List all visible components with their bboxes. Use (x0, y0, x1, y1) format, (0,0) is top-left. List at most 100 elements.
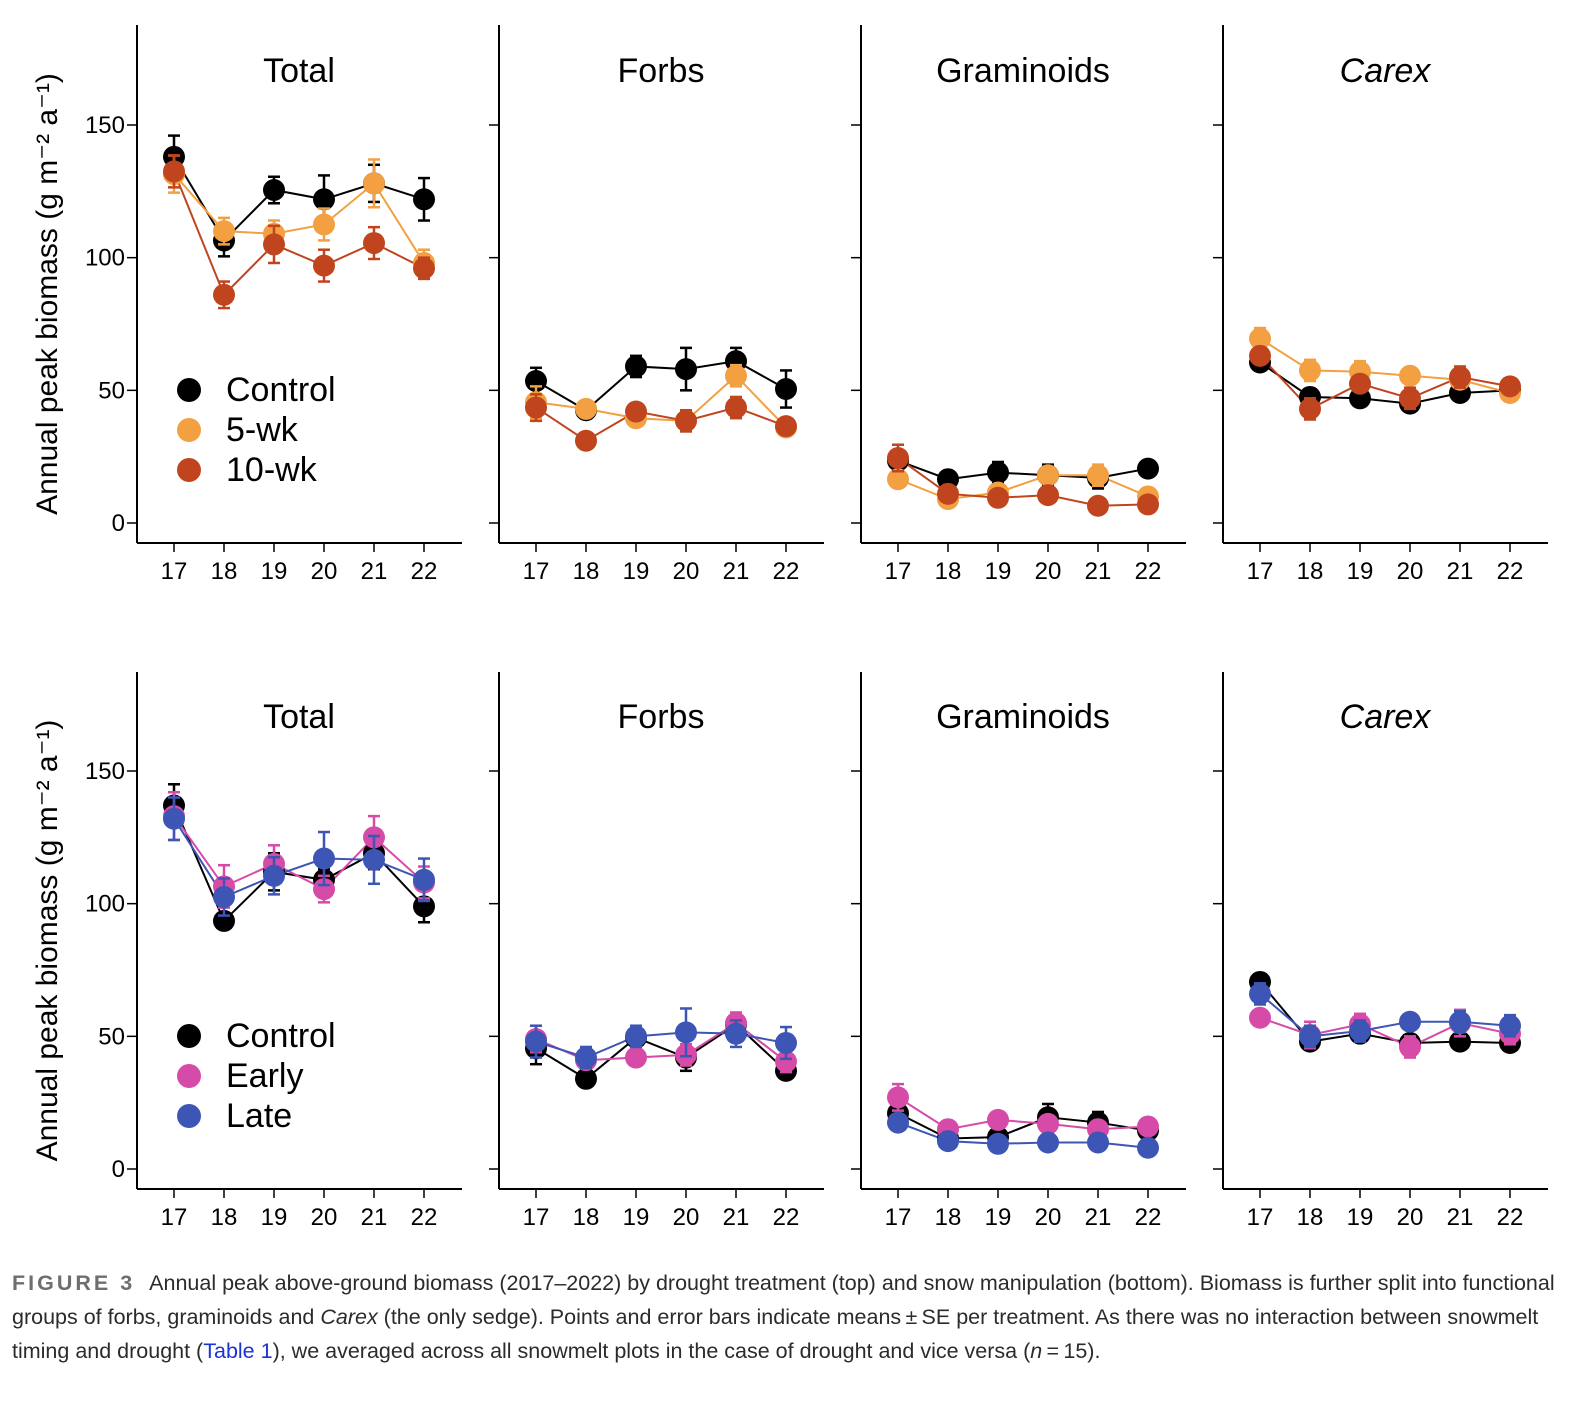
data-point-control (987, 461, 1009, 484)
data-point-late (1399, 1010, 1421, 1033)
y-tick-label: 150 (85, 112, 125, 139)
x-tick-label: 21 (361, 1204, 388, 1231)
y-tick-label: 0 (112, 510, 125, 537)
panel-title: Total (263, 52, 335, 90)
table-1-link[interactable]: Table 1 (203, 1339, 273, 1363)
data-point-late (1449, 1010, 1471, 1033)
panel-bottom-forbs: 17 18 19 20 21 22 Forbs (489, 672, 824, 1231)
series-line-10-wk (535, 406, 787, 442)
x-tick-label: 20 (673, 1204, 700, 1231)
x-tick-label: 19 (985, 1204, 1012, 1231)
x-tick-label: 17 (161, 558, 188, 585)
data-point-late (263, 864, 285, 887)
data-point-10-wk (1399, 387, 1421, 410)
data-point-5-wk (363, 172, 385, 195)
x-tick-label: 18 (935, 1204, 962, 1231)
data-point-5-wk (313, 213, 335, 236)
panel-title: Total (263, 698, 335, 736)
data-point-late (213, 886, 235, 909)
figure-label: FIGURE 3 (12, 1271, 136, 1295)
data-point-5-wk (887, 468, 909, 491)
figure-3-chart: 0 50 100 150 17 18 19 20 21 22 Total Annual peak bi… (31, 25, 1548, 1231)
x-tick-label: 22 (1135, 558, 1162, 585)
x-tick-label: 21 (723, 1204, 750, 1231)
data-point-late (525, 1030, 547, 1053)
panel-title: Graminoids (936, 698, 1110, 736)
legend-marker-control (177, 1024, 201, 1048)
data-point-early (1249, 1006, 1271, 1029)
series-line-control (897, 1112, 1149, 1140)
data-point-early (313, 878, 335, 901)
data-point-10-wk (363, 232, 385, 255)
caption-n-symbol: n (1030, 1339, 1043, 1363)
legend-marker-late (177, 1104, 201, 1128)
x-tick-label: 18 (573, 1204, 600, 1231)
x-tick-label: 18 (935, 558, 962, 585)
legend-label: 5-wk (226, 411, 299, 449)
data-point-5-wk (213, 220, 235, 243)
data-point-early (625, 1046, 647, 1069)
data-point-control (675, 358, 697, 381)
x-tick-label: 20 (673, 558, 700, 585)
data-point-10-wk (987, 486, 1009, 509)
data-point-early (1399, 1035, 1421, 1058)
series-line-control (897, 459, 1149, 481)
x-tick-label: 20 (311, 1204, 338, 1231)
y-axis-label: Annual peak biomass (g m⁻² a⁻¹) (31, 720, 64, 1162)
data-point-late (1499, 1014, 1521, 1037)
data-point-control (263, 179, 285, 202)
series-line-late (173, 818, 425, 899)
data-point-late (1137, 1136, 1159, 1159)
legend-label: Late (226, 1097, 292, 1135)
x-tick-label: 18 (211, 558, 238, 585)
x-tick-label: 20 (1397, 1204, 1424, 1231)
data-point-late (937, 1130, 959, 1153)
panel-top-forbs: 17 18 19 20 21 22 Forbs (489, 25, 824, 585)
series-line-control (173, 805, 425, 923)
legend-label: Early (226, 1057, 303, 1095)
data-point-late (1249, 982, 1271, 1005)
x-tick-label: 19 (1347, 558, 1374, 585)
x-tick-label: 18 (1297, 558, 1324, 585)
data-point-10-wk (213, 283, 235, 306)
data-point-10-wk (1037, 484, 1059, 507)
data-point-early (887, 1086, 909, 1109)
x-tick-label: 19 (623, 1204, 650, 1231)
x-tick-label: 17 (1247, 1204, 1274, 1231)
panel-top-graminoids: 17 18 19 20 21 22 Graminoids (851, 25, 1186, 585)
series-line-10-wk (897, 457, 1149, 507)
data-point-late (363, 848, 385, 871)
data-point-10-wk (937, 482, 959, 505)
panel-title: Graminoids (936, 52, 1110, 90)
data-point-5-wk (575, 397, 597, 420)
data-point-late (887, 1111, 909, 1134)
data-point-late (725, 1022, 747, 1045)
panel-title: Forbs (618, 698, 705, 736)
data-point-early (1137, 1115, 1159, 1138)
x-tick-label: 17 (885, 1204, 912, 1231)
caption-text-3: ), we averaged across all snowmelt plots… (272, 1339, 1031, 1363)
panel-bottom-total: 0 50 100 150 17 18 19 20 21 22 Total Annual peak bi… (31, 672, 462, 1231)
data-point-late (575, 1046, 597, 1069)
data-point-5-wk (1249, 327, 1271, 350)
x-tick-label: 19 (1347, 1204, 1374, 1231)
series-line-control (1259, 981, 1511, 1044)
data-point-10-wk (1499, 375, 1521, 398)
y-tick-label: 0 (112, 1156, 125, 1183)
x-tick-label: 22 (773, 558, 800, 585)
y-tick-label: 150 (85, 758, 125, 785)
x-tick-label: 22 (1135, 1204, 1162, 1231)
data-point-late (413, 868, 435, 891)
x-tick-label: 21 (1447, 558, 1474, 585)
x-tick-label: 22 (1497, 1204, 1524, 1231)
data-point-10-wk (675, 409, 697, 432)
x-tick-label: 18 (211, 1204, 238, 1231)
data-point-10-wk (413, 257, 435, 280)
series-line-early (535, 1021, 787, 1063)
x-tick-label: 22 (411, 1204, 438, 1231)
data-point-10-wk (1449, 366, 1471, 389)
caption-text-4: = 15). (1042, 1339, 1101, 1363)
x-tick-label: 19 (261, 558, 288, 585)
x-tick-label: 21 (361, 558, 388, 585)
panel-bottom-carex: 17 18 19 20 21 22 Carex (1213, 672, 1548, 1231)
